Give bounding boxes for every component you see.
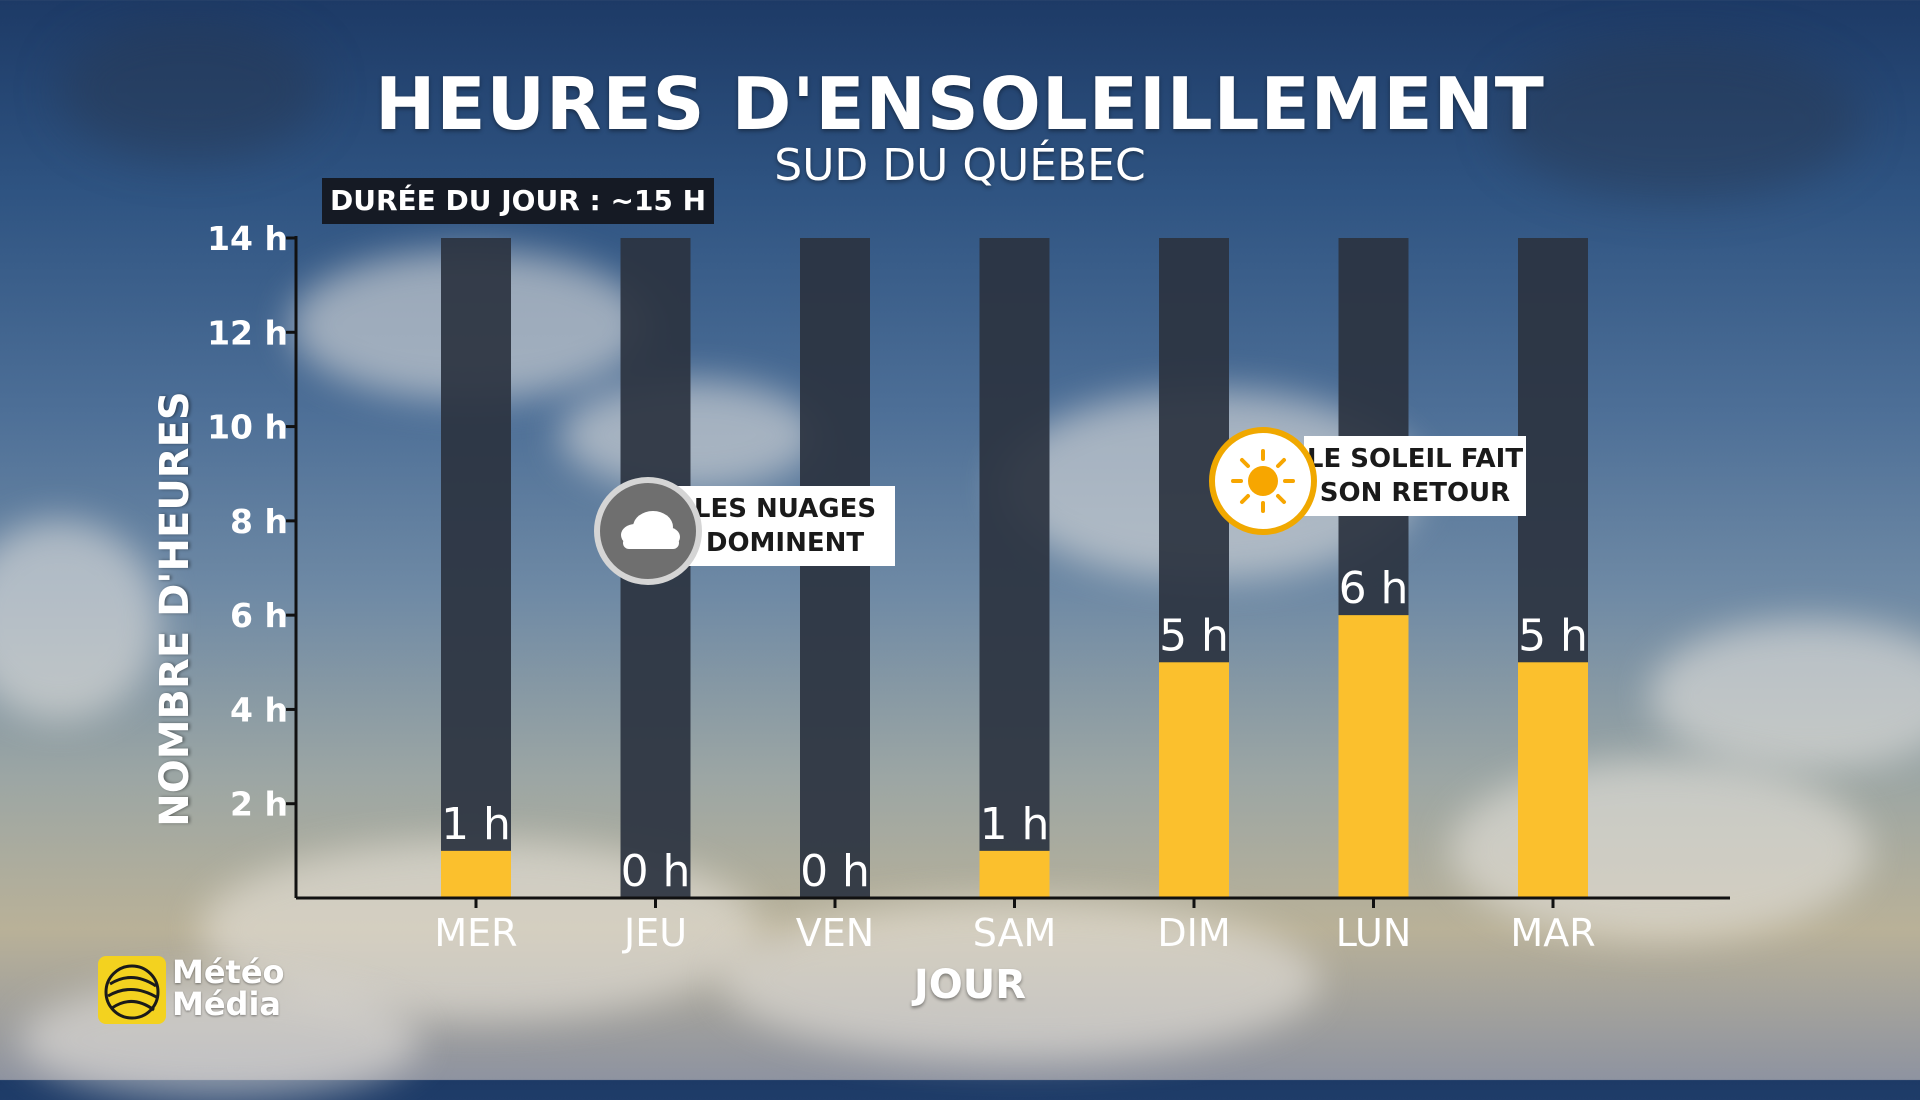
brand-line1: Météo [172,953,285,991]
daylight-duration-badge: DURÉE DU JOUR : ~15 H [322,178,715,224]
y-tick-label: 4 h [230,690,288,729]
value-label: 5 h [1518,610,1588,661]
x-tick-label: VEN [796,911,874,955]
y-tick-label: 12 h [207,313,288,352]
sun-icon [1209,427,1317,535]
brand-name: Météo Média [172,956,285,1020]
cloud-icon [594,477,702,585]
x-tick-label: MAR [1510,911,1595,955]
y-tick-label: 10 h [207,408,288,447]
x-tick-label: JEU [622,911,687,955]
globe-logo-icon [98,956,166,1024]
x-tick-label: SAM [973,911,1057,955]
bar-mer [441,850,511,898]
value-label: 0 h [800,846,870,897]
callout-clouds-line1: LES NUAGES [693,494,877,524]
value-label: 1 h [441,799,511,850]
brand-line2: Média [172,985,282,1023]
bar-track [979,238,1050,898]
x-tick-label: LUN [1336,911,1412,955]
x-tick-label: MER [434,911,517,955]
y-tick-label: 8 h [230,502,288,541]
bar-mar [1518,662,1588,898]
y-tick-label: 2 h [230,785,288,824]
bar-track [800,238,870,898]
value-label: 6 h [1339,563,1409,614]
chart-title: HEURES D'ENSOLEILLEMENT [375,62,1545,146]
chart-subtitle: SUD DU QUÉBEC [774,140,1146,191]
y-tick-label: 6 h [230,596,288,635]
bar-track [441,238,511,898]
value-label: 1 h [980,799,1050,850]
callout-clouds: LES NUAGES DOMINENT [675,486,895,566]
x-tick-label: DIM [1157,911,1230,955]
callout-sun-line2: SON RETOUR [1319,478,1511,508]
callout-sun-line1: LE SOLEIL FAIT [1306,444,1524,474]
callout-clouds-line2: DOMINENT [705,528,865,558]
y-tick-label: 14 h [207,219,288,258]
x-axis-label: JOUR [913,962,1027,1008]
bar-sam [979,850,1050,898]
value-label: 5 h [1159,610,1229,661]
callout-sun: LE SOLEIL FAIT SON RETOUR [1304,436,1526,516]
value-label: 0 h [621,846,691,897]
bar-dim [1159,662,1229,898]
bar-lun [1338,615,1409,898]
